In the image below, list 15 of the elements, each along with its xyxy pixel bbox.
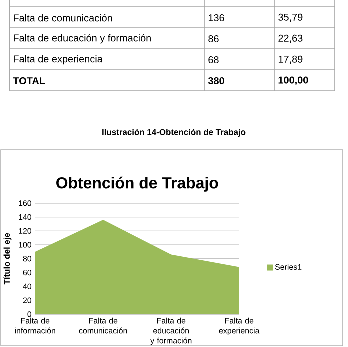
text: Falta de educación y formación — [14, 34, 151, 44]
text: 17,89 — [278, 56, 303, 64]
text: Falta de experiencia — [14, 55, 103, 65]
text: 100,00 — [278, 76, 308, 86]
text: 380 — [208, 77, 224, 85]
text: Falta de comunicación — [14, 14, 112, 22]
chart-title: Obtención de Trabajo — [56, 176, 218, 192]
text: TOTAL — [13, 77, 46, 85]
text: 22,63 — [278, 34, 303, 44]
text: 68 — [208, 56, 219, 64]
text: 35,79 — [278, 14, 303, 22]
text: 136 — [208, 14, 224, 22]
y-axis-title: Título del eje — [4, 233, 12, 285]
text: 86 — [208, 35, 219, 43]
text: Ilustración 14-Obtención de Trabajo — [102, 129, 246, 137]
